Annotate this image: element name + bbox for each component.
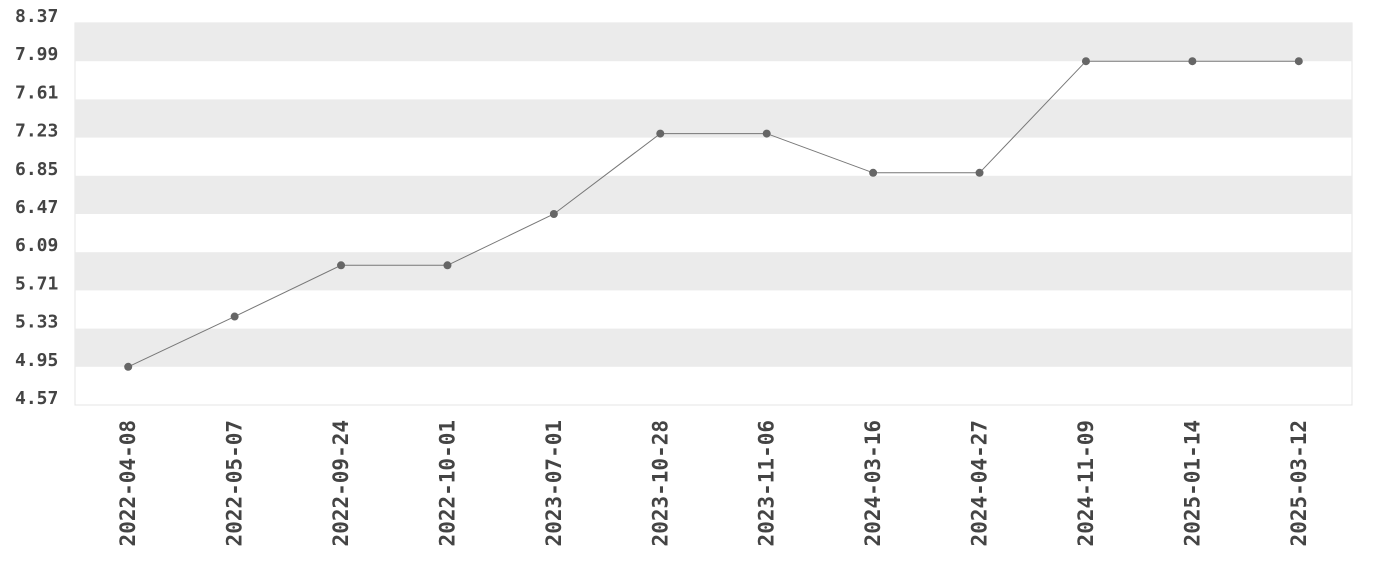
y-tick-label: 6.47 — [15, 197, 58, 218]
grid-band — [75, 252, 1352, 291]
y-tick-label: 7.61 — [15, 82, 58, 103]
x-tick-label: 2023-10-28 — [648, 420, 672, 546]
x-tick-label: 2024-03-16 — [861, 420, 885, 546]
grid-band — [75, 175, 1352, 214]
y-tick-label: 6.85 — [15, 159, 58, 180]
line — [127, 60, 1299, 368]
marker — [762, 129, 771, 138]
x-tick-label: 2022-10-01 — [435, 420, 459, 546]
marker — [1081, 57, 1090, 66]
y-tick-label: 4.57 — [15, 388, 58, 409]
marker — [1188, 57, 1197, 66]
grid-band — [75, 23, 1352, 62]
x-tick-label: 2025-01-14 — [1180, 420, 1204, 546]
grid-band — [75, 328, 1352, 367]
grid-band — [75, 99, 1352, 138]
y-tick-label: 5.71 — [15, 273, 58, 294]
x-tick-label: 2022-05-07 — [223, 420, 247, 546]
marker — [1294, 57, 1303, 66]
x-tick-label: 2024-11-09 — [1074, 420, 1098, 546]
x-tick-label: 2022-09-24 — [329, 420, 353, 546]
y-tick-label: 4.95 — [15, 350, 58, 371]
marker — [124, 362, 133, 371]
marker — [443, 261, 452, 270]
marker — [869, 168, 878, 177]
x-tick-label: 2023-11-06 — [755, 420, 779, 546]
x-tick-label: 2025-03-12 — [1287, 420, 1311, 546]
x-tick-label: 2022-04-08 — [116, 420, 140, 546]
marker — [975, 168, 984, 177]
y-tick-label: 7.23 — [15, 121, 58, 142]
y-tick-label: 5.33 — [15, 312, 58, 333]
marker — [337, 261, 346, 270]
x-tick-label: 2024-04-27 — [968, 420, 992, 546]
marker — [656, 129, 665, 138]
y-tick-label: 6.09 — [15, 235, 58, 256]
x-tick-label: 2023-07-01 — [542, 420, 566, 546]
marker — [230, 312, 239, 321]
marker — [549, 210, 558, 218]
y-tick-label: 8.37 — [15, 6, 58, 27]
y-tick-label: 7.99 — [15, 44, 58, 65]
